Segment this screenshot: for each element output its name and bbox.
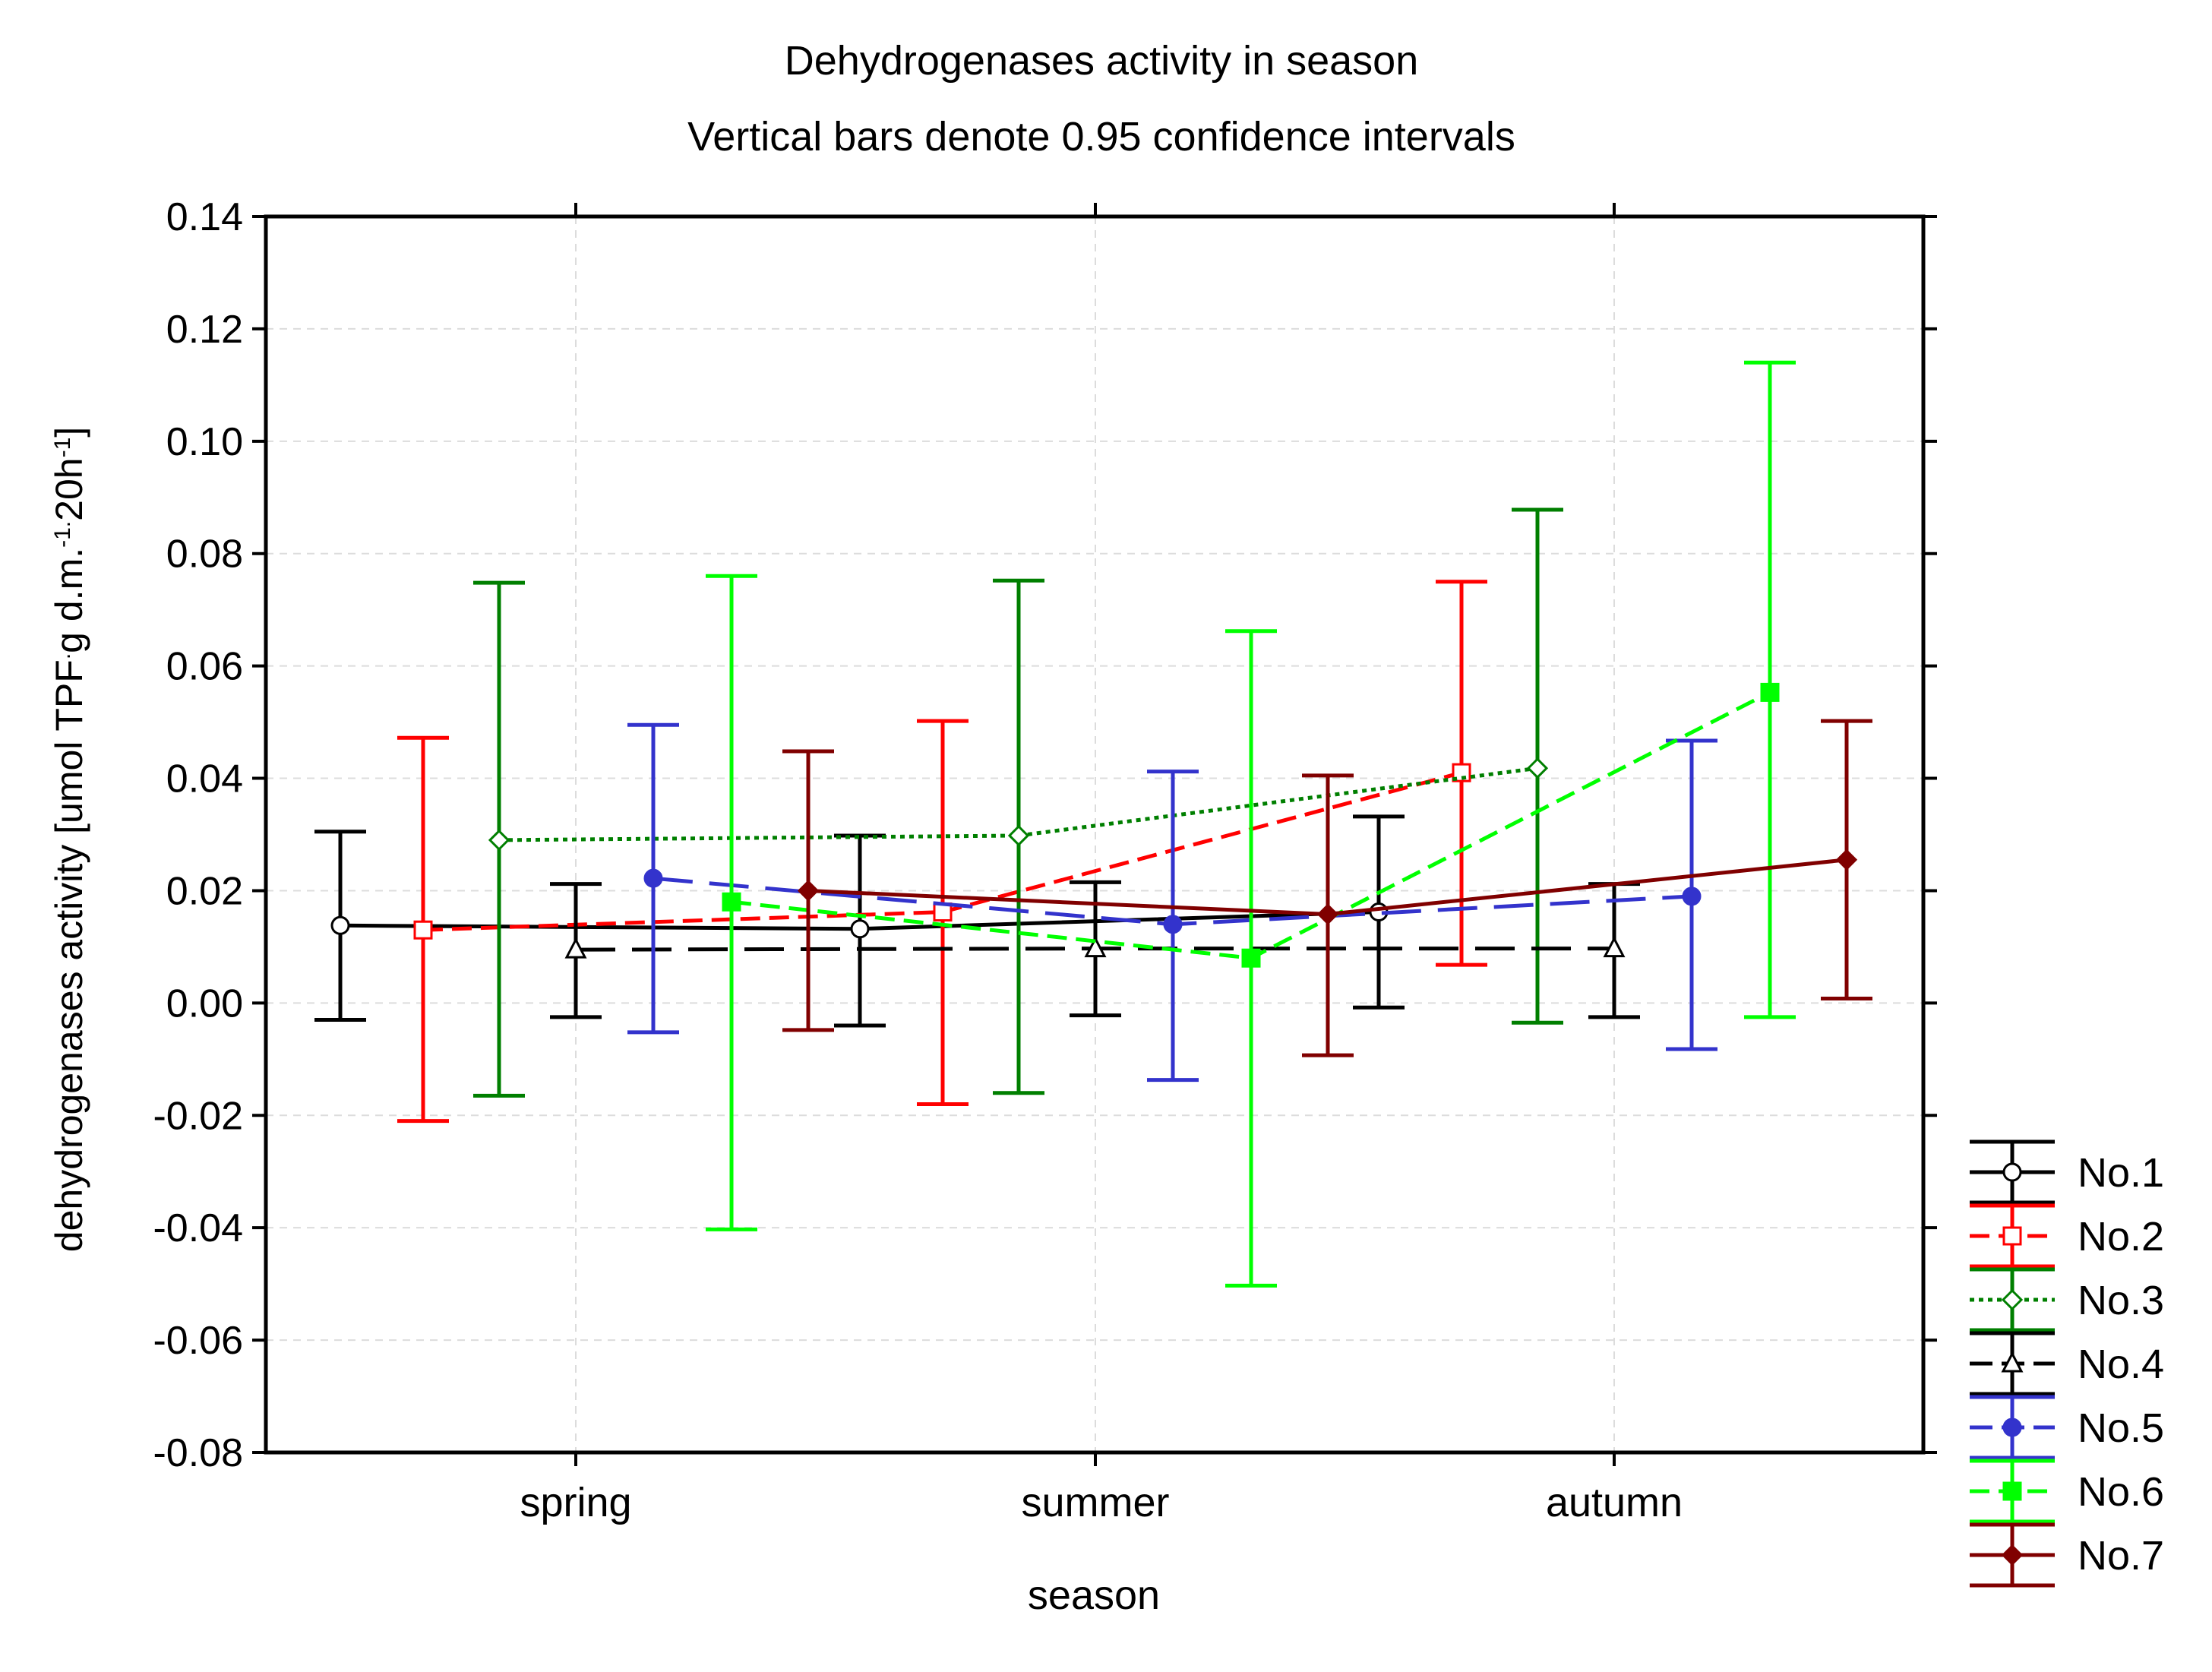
- series-no2: [397, 580, 1487, 1124]
- x-tick-label: autumn: [1546, 1480, 1683, 1525]
- y-axis: -0.08 -0.06 -0.04 -0.02 0.00 0.02 0.04 0.06 0.08…: [153, 195, 1937, 1475]
- y-tick-label: 0.10: [166, 420, 243, 464]
- data-point: [1163, 915, 1183, 934]
- legend-marker: [2001, 1351, 2024, 1373]
- legend-marker: [2001, 1544, 2024, 1566]
- y-tick-label: 0.02: [166, 869, 243, 913]
- series-no5: [627, 722, 1717, 1083]
- y-tick-label: -0.06: [153, 1319, 243, 1363]
- legend-item-no7: No.7: [1970, 1522, 2164, 1588]
- y-tick-label: 0.00: [166, 981, 243, 1026]
- legend-label: No.6: [2078, 1469, 2164, 1515]
- data-point: [1241, 948, 1261, 968]
- data-point: [1835, 849, 1858, 871]
- x-tick-label: spring: [520, 1480, 631, 1525]
- y-axis-title-text: g d.m.: [48, 548, 90, 653]
- legend-marker: [2002, 1481, 2022, 1501]
- y-axis-title-text: 20h: [48, 457, 90, 520]
- legend-item-no4: No.4: [1970, 1331, 2164, 1396]
- y-axis-title-superscript: .: [50, 521, 75, 527]
- legend-label: No.1: [2078, 1150, 2164, 1196]
- series-no7: [782, 719, 1872, 1057]
- y-axis-title-superscript: .: [50, 653, 75, 659]
- y-tick-label: 0.12: [166, 308, 243, 352]
- y-axis-title-text: ]: [48, 427, 90, 438]
- legend-marker: [2002, 1418, 2022, 1437]
- chart-subtitle: Vertical bars denote 0.95 confidence int…: [687, 114, 1515, 160]
- data-point: [1682, 887, 1702, 906]
- series-layer: [314, 360, 1872, 1288]
- data-point: [1526, 757, 1549, 779]
- y-axis-title: dehydrogenases activity [umol TPF.g d.m.…: [48, 427, 90, 1252]
- data-point: [330, 915, 350, 935]
- data-point: [1760, 682, 1780, 702]
- legend: No.1 No.2 No.3 No.4 No.5 No.6 No.7: [1970, 1139, 2164, 1588]
- y-axis-title-superscript: -1: [50, 438, 75, 458]
- y-tick-label: 0.08: [166, 533, 243, 577]
- legend-item-no3: No.3: [1970, 1267, 2164, 1332]
- legend-label: No.5: [2078, 1405, 2164, 1451]
- data-point: [797, 880, 820, 902]
- plot-area: -0.08 -0.06 -0.04 -0.02 0.00 0.02 0.04 0.06 0.08…: [153, 195, 1937, 1525]
- y-axis-title-text: dehydrogenases activity [umol TPF: [48, 659, 90, 1252]
- legend-item-no5: No.5: [1970, 1395, 2164, 1460]
- legend-marker: [2002, 1226, 2022, 1246]
- series-no6: [706, 360, 1796, 1288]
- data-point: [850, 919, 870, 939]
- data-point: [1603, 936, 1626, 958]
- chart-title: Dehydrogenases activity in season: [785, 38, 1418, 84]
- y-tick-label: -0.04: [153, 1206, 243, 1250]
- y-tick-label: 0.14: [166, 195, 243, 239]
- legend-label: No.2: [2078, 1214, 2164, 1260]
- series-no3: [473, 507, 1563, 1098]
- data-point: [1084, 936, 1107, 958]
- data-point: [1007, 824, 1030, 847]
- gridlines: [266, 217, 1923, 1452]
- y-tick-label: -0.02: [153, 1094, 243, 1138]
- legend-marker: [2001, 1288, 2024, 1311]
- y-tick-label: -0.08: [153, 1431, 243, 1475]
- legend-item-no6: No.6: [1970, 1459, 2164, 1524]
- series-no4: [550, 880, 1640, 1019]
- y-axis-title-superscript: -1: [50, 527, 75, 548]
- legend-item-no2: No.2: [1970, 1203, 2164, 1269]
- x-axis-title: season: [1028, 1572, 1160, 1618]
- data-point: [413, 920, 433, 940]
- data-point: [722, 892, 741, 912]
- x-axis: spring summer autumn: [520, 203, 1683, 1525]
- y-tick-label: 0.06: [166, 645, 243, 689]
- legend-label: No.3: [2078, 1278, 2164, 1323]
- legend-item-no1: No.1: [1970, 1139, 2164, 1205]
- data-point: [643, 868, 663, 888]
- legend-marker: [2002, 1162, 2022, 1182]
- data-point: [488, 829, 510, 852]
- y-tick-label: 0.04: [166, 757, 243, 801]
- legend-label: No.7: [2078, 1533, 2164, 1579]
- data-point: [1316, 903, 1339, 925]
- x-tick-label: summer: [1021, 1480, 1169, 1525]
- data-point: [564, 937, 587, 959]
- legend-label: No.4: [2078, 1342, 2164, 1387]
